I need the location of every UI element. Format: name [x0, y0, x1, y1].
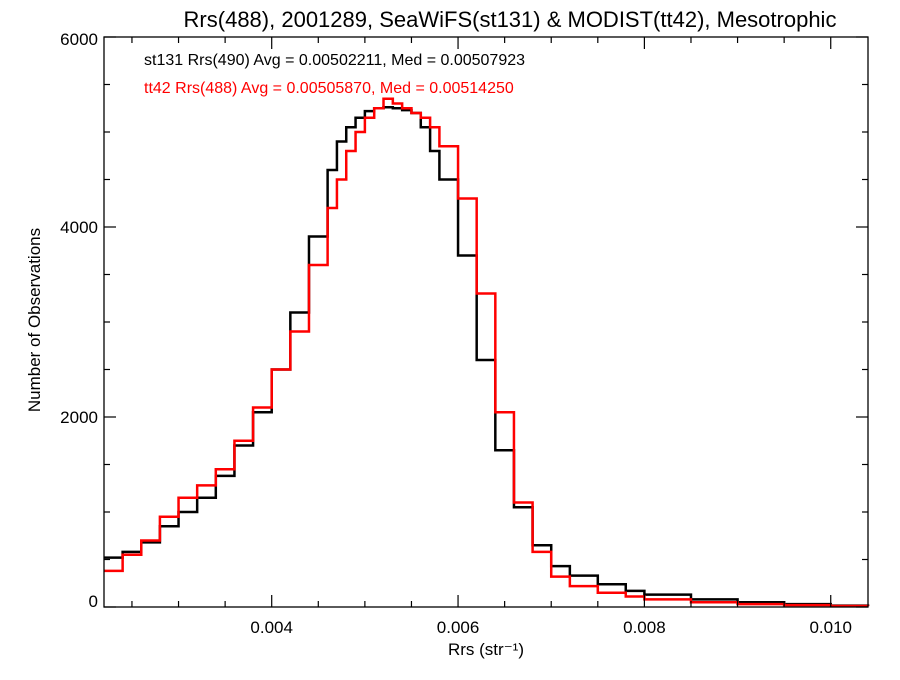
plot-frame	[103, 36, 869, 608]
series-st131-line	[104, 106, 870, 607]
y-tick-label: 4000	[60, 218, 98, 237]
y-tick-label: 6000	[60, 30, 98, 49]
x-tick-label: 0.006	[437, 618, 480, 637]
x-tick-label: 0.008	[623, 618, 666, 637]
chart-title: Rrs(488), 2001289, SeaWiFS(st131) & MODI…	[184, 7, 837, 32]
axes-layer: 0.004 0.006 0.008 0.010 0 2000 4000 6000	[60, 30, 869, 637]
x-tick-label: 0.010	[809, 618, 852, 637]
y-tick-label: 2000	[60, 408, 98, 427]
series-tt42-line	[104, 97, 870, 608]
x-axis-label: Rrs (str⁻¹)	[448, 640, 524, 659]
annotation-tt42-stats: tt42 Rrs(488) Avg = 0.00505870, Med = 0.…	[144, 80, 514, 97]
annotation-st131-stats: st131 Rrs(490) Avg = 0.00502211, Med = 0…	[144, 52, 525, 69]
y-tick-label: 0	[89, 592, 98, 611]
series-layer	[104, 97, 870, 608]
y-axis-label: Number of Observations	[25, 228, 44, 412]
x-tick-label: 0.004	[250, 618, 293, 637]
